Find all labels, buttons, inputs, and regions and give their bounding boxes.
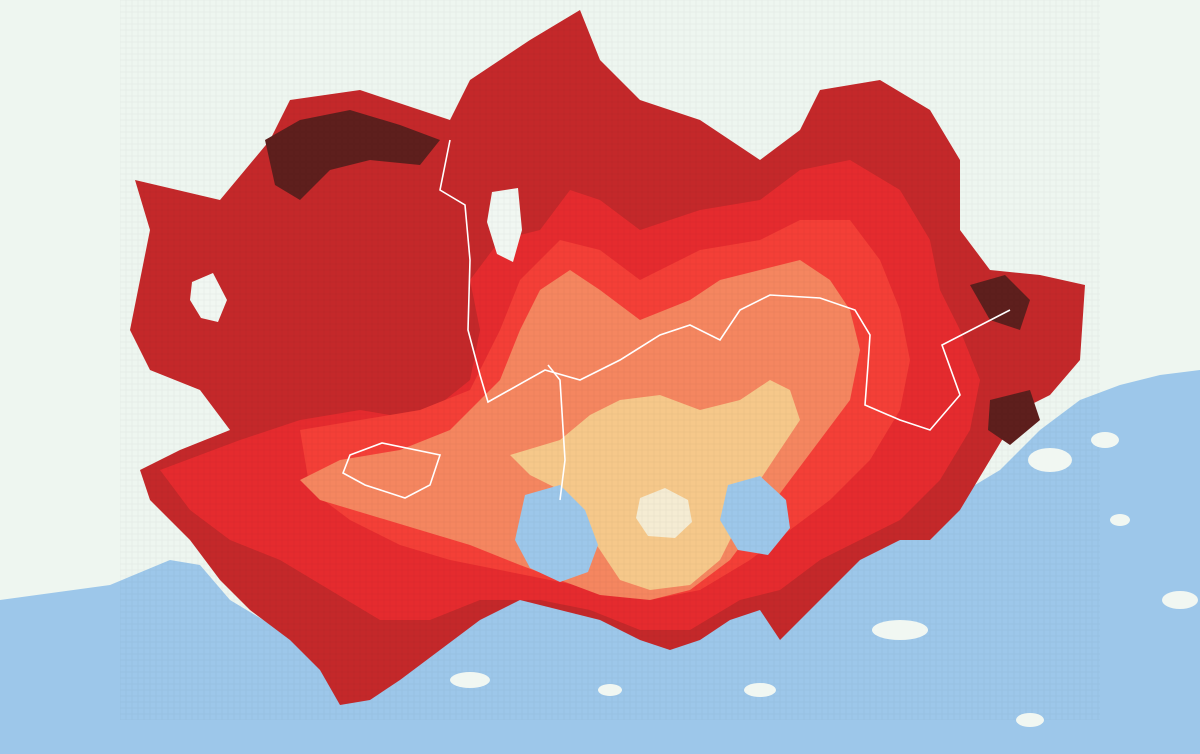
islands — [450, 432, 1198, 727]
island — [1016, 713, 1044, 727]
grid-overlay — [120, 0, 1100, 720]
island — [598, 684, 622, 696]
island — [450, 672, 490, 688]
municipal-boundary — [439, 139, 1011, 431]
island — [1028, 448, 1072, 472]
island — [872, 620, 928, 640]
island — [1091, 432, 1119, 448]
district-boundary — [341, 442, 442, 499]
municipal-boundary — [547, 364, 566, 501]
island — [744, 683, 776, 697]
island — [1162, 591, 1198, 609]
island — [1110, 514, 1130, 526]
